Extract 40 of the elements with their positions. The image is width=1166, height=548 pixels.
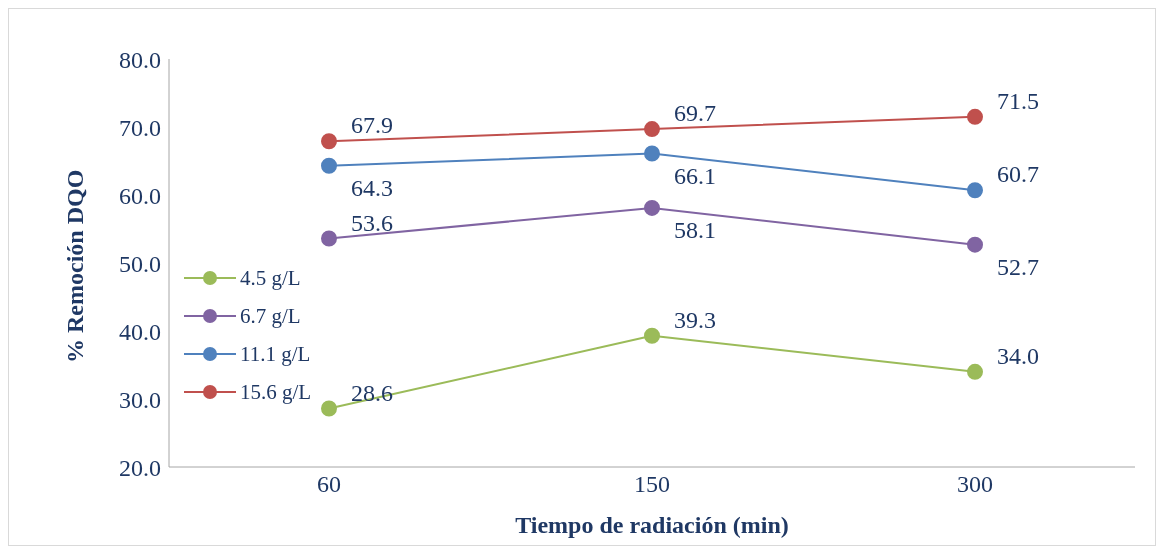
legend-label: 11.1 g/L	[240, 341, 311, 367]
x-tick-label: 60	[317, 471, 341, 498]
legend-label: 15.6 g/L	[240, 379, 312, 405]
data-label: 53.6	[351, 209, 393, 236]
x-axis-title: Tiempo de radiación (min)	[515, 512, 789, 538]
point	[321, 400, 337, 417]
data-label: 69.7	[674, 100, 716, 127]
y-tick-label: 50.0	[119, 250, 161, 277]
y-tick-label: 30.0	[119, 386, 161, 413]
point	[321, 230, 337, 247]
point	[644, 121, 660, 138]
y-tick-label: 60.0	[119, 182, 161, 209]
y-tick-label: 40.0	[119, 318, 161, 345]
y-tick-label: 70.0	[119, 114, 161, 141]
legend-label: 6.7 g/L	[240, 303, 301, 329]
point	[967, 236, 983, 253]
data-label: 71.5	[997, 87, 1039, 114]
point	[967, 363, 983, 380]
data-label: 58.1	[674, 216, 716, 243]
data-label: 39.3	[674, 306, 716, 333]
legend-label: 4.5 g/L	[240, 265, 301, 291]
data-label: 60.7	[997, 161, 1039, 188]
y-tick-label: 20.0	[119, 454, 161, 481]
point	[967, 182, 983, 199]
data-label: 66.1	[674, 162, 716, 189]
y-tick-label: 80.0	[119, 46, 161, 73]
x-tick-label: 150	[634, 471, 670, 498]
x-tick-label: 300	[957, 471, 993, 498]
point	[321, 133, 337, 150]
point	[321, 157, 337, 174]
point	[644, 199, 660, 216]
data-label: 67.9	[351, 112, 393, 139]
y-axis-title: % Remoción DQO	[61, 169, 88, 363]
data-label: 64.3	[351, 174, 393, 201]
point	[644, 327, 660, 344]
data-label: 34.0	[997, 342, 1039, 369]
data-label: 52.7	[997, 253, 1039, 280]
data-label: 28.6	[351, 379, 393, 406]
point	[967, 108, 983, 125]
point	[644, 145, 660, 162]
